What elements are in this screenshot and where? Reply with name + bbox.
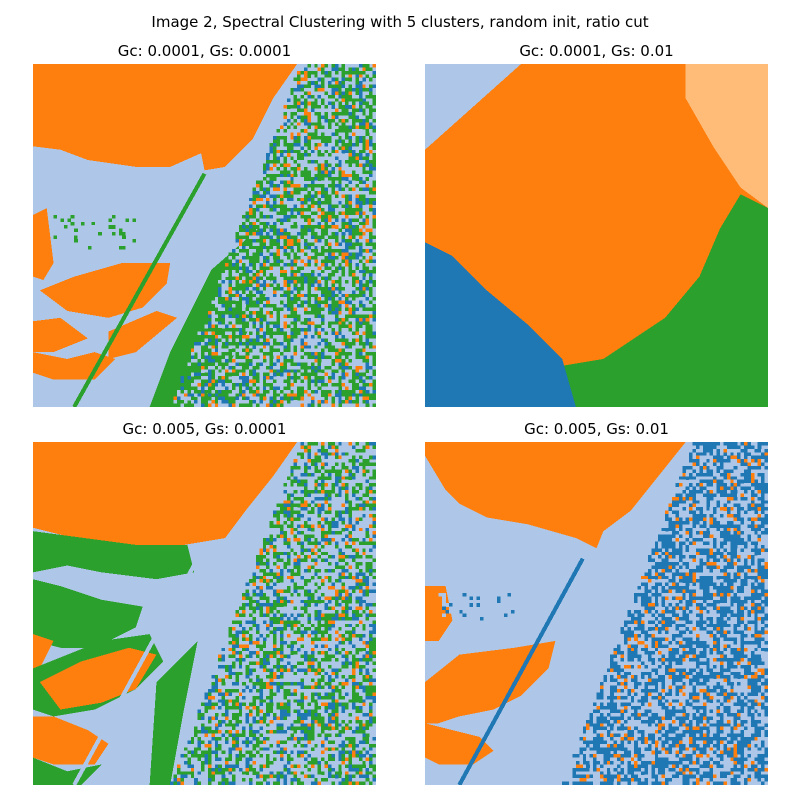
light-orange-cluster-region [685, 64, 768, 209]
orange-cluster-region [39, 262, 171, 318]
diagonal-stem [72, 172, 207, 407]
cluster-map-panel-1 [33, 64, 376, 407]
blue-cluster-region [425, 242, 576, 407]
orange-cluster-region [425, 442, 686, 549]
orange-cluster-region [33, 64, 298, 171]
cluster-map-panel-4 [425, 442, 768, 785]
green-speckle [53, 214, 137, 250]
panel-title: Gc: 0.0001, Gs: 0.0001 [117, 42, 292, 60]
green-cluster-region [33, 579, 143, 648]
orange-cluster-region [108, 310, 178, 359]
orange-cluster-region [33, 208, 54, 281]
panel-title: Gc: 0.0001, Gs: 0.01 [519, 42, 674, 60]
cluster-map-panel-2 [425, 64, 768, 407]
figure-title: Image 2, Spectral Clustering with 5 clus… [151, 13, 649, 31]
orange-cluster-region [33, 442, 298, 552]
orange-cluster-region [425, 640, 556, 724]
textured-mixed-region [170, 442, 376, 785]
orange-cluster-region [33, 634, 54, 669]
blue-speckle [438, 592, 542, 621]
panel-title: Gc: 0.005, Gs: 0.01 [524, 420, 669, 438]
panel-title: Gc: 0.005, Gs: 0.0001 [122, 420, 287, 438]
textured-mixed-region [170, 64, 376, 407]
textured-mixed-region [562, 442, 768, 785]
orange-cluster-region [33, 317, 88, 353]
diagonal-stem [457, 557, 585, 785]
green-cluster-region [33, 531, 195, 580]
diagonal-stem [72, 557, 200, 785]
cluster-map-panel-3 [33, 442, 376, 785]
green-cluster-region [149, 640, 198, 785]
orange-cluster-region [39, 647, 157, 710]
green-cluster-region [562, 194, 768, 407]
